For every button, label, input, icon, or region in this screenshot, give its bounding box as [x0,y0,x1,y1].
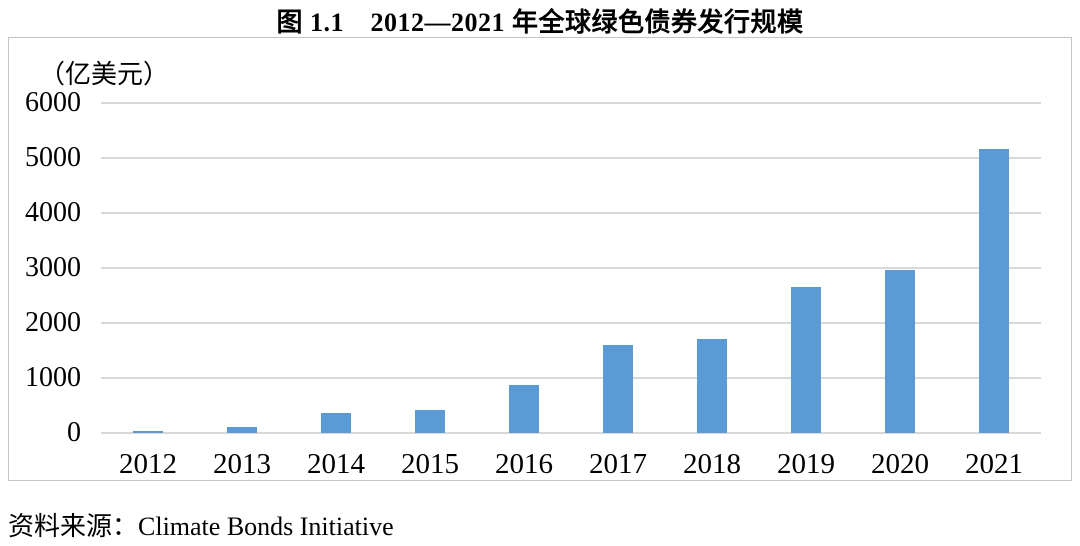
x-axis-tick-label: 2016 [495,448,553,480]
x-axis-tick-label: 2021 [965,448,1023,480]
y-axis-tick-label: 3000 [25,252,81,283]
gridline [101,267,1041,269]
chart-frame: （亿美元） 0 1000 2000 3000 4000 5000 6000 2012 2013 2… [8,37,1072,481]
bar [885,270,915,433]
bar [791,287,821,433]
gridline [101,212,1041,214]
gridline [101,322,1041,324]
gridline [101,432,1041,434]
gridline [101,157,1041,159]
gridline [101,102,1041,104]
y-axis-tick-label: 5000 [25,142,81,173]
bar [133,431,163,433]
y-axis-tick-label: 0 [67,417,81,448]
bar [509,385,539,433]
bar [227,427,257,433]
plot-area: 0 1000 2000 3000 4000 5000 6000 2012 2013 2014 201… [9,38,1071,480]
x-axis-tick-label: 2017 [589,448,647,480]
x-axis-tick-label: 2015 [401,448,459,480]
bar [979,149,1009,433]
y-axis-tick-label: 4000 [25,197,81,228]
y-axis-tick-label: 1000 [25,362,81,393]
bar [603,345,633,433]
x-axis-tick-label: 2018 [683,448,741,480]
y-axis-tick-label: 2000 [25,307,81,338]
x-axis-tick-label: 2012 [119,448,177,480]
x-axis-tick-label: 2013 [213,448,271,480]
y-axis-unit-label: （亿美元） [39,60,170,89]
y-axis-tick-label: 6000 [25,87,81,118]
gridline [101,377,1041,379]
bar [697,339,727,433]
source-note: 资料来源：Climate Bonds Initiative [8,512,394,541]
bar [321,413,351,433]
x-axis-tick-label: 2014 [307,448,365,480]
x-axis-tick-label: 2020 [871,448,929,480]
x-axis-tick-label: 2019 [777,448,835,480]
figure-title: 图 1.1 2012—2021 年全球绿色债券发行规模 [276,8,804,37]
bar [415,410,445,433]
